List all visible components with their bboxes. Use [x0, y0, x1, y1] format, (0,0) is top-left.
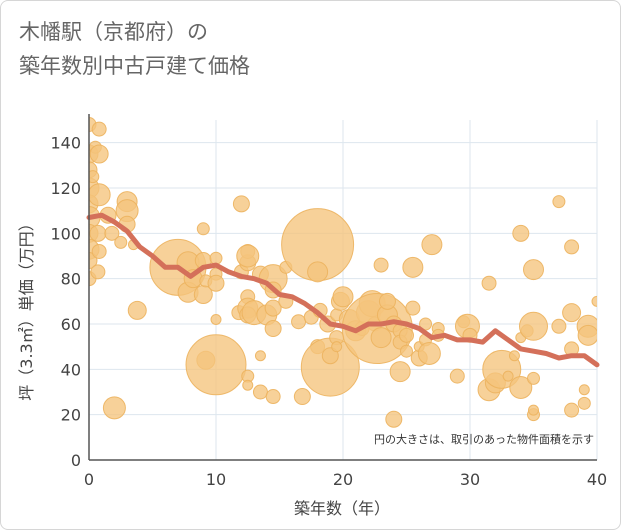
bubble-135 [577, 324, 597, 346]
bubble-54 [254, 350, 266, 362]
y-tick-label-2: 40 [61, 360, 81, 379]
bubble-46 [236, 244, 260, 268]
bubble-68 [307, 261, 329, 283]
bubble-10 [89, 170, 100, 184]
x-tick-label-0: 0 [84, 470, 94, 489]
bubble-119 [509, 375, 533, 399]
bubble-89 [378, 292, 396, 310]
bubble-64 [291, 314, 307, 330]
bubble-36 [185, 334, 247, 396]
bubble-55 [252, 384, 268, 400]
bubble-42 [232, 195, 250, 213]
bubble-60 [264, 320, 282, 338]
bubble-65 [293, 388, 311, 406]
bubble-127 [551, 318, 567, 334]
bubble-37 [209, 251, 223, 265]
bubble-97 [402, 256, 424, 278]
bubble-116 [508, 350, 520, 362]
y-tick-label-0: 0 [71, 451, 81, 470]
bubble-122 [519, 311, 548, 341]
bubble-size-note: 円の大きさは、取引のあった物件面積を示す [374, 432, 594, 446]
bubble-layer [89, 117, 597, 428]
bubble-107 [449, 368, 465, 384]
bubble-98 [405, 300, 421, 316]
bubble-26 [127, 300, 147, 320]
bubble-78 [332, 286, 354, 308]
bubble-76 [331, 341, 343, 353]
y-tick-label-7: 140 [50, 134, 81, 153]
bubble-86 [373, 257, 389, 273]
y-tick-label-1: 20 [61, 406, 81, 425]
title-line-2: 築年数別中古戸建て価格 [19, 54, 250, 78]
bubble-131 [564, 402, 580, 418]
x-axis-title: 築年数（年） [294, 499, 390, 518]
x-tick-label-1: 10 [206, 470, 226, 489]
y-tick-label-3: 60 [61, 315, 81, 334]
bubble-115 [502, 370, 514, 382]
bubble-17 [90, 264, 106, 280]
bubble-128 [564, 239, 580, 255]
bubble-13 [89, 144, 109, 164]
bubble-91 [385, 410, 403, 428]
bubble-129 [562, 303, 582, 323]
y-tick-label-6: 120 [50, 179, 81, 198]
bubble-123 [527, 371, 540, 385]
bubble-12 [91, 121, 107, 137]
bubble-133 [577, 396, 591, 410]
bubble-51 [242, 379, 254, 391]
y-axis-title: 坪（3.3㎡）単価（万円） [17, 215, 36, 400]
bubble-96 [400, 344, 413, 358]
bubble-31 [196, 222, 210, 236]
bubble-136 [591, 295, 597, 307]
bubble-126 [552, 195, 566, 209]
bubble-23 [114, 235, 128, 249]
axes [88, 114, 597, 461]
bubble-16 [91, 243, 107, 259]
bubble-88 [370, 327, 392, 349]
bubble-25 [102, 396, 126, 420]
title-line-1: 木幡駅（京都府）の [19, 20, 208, 44]
y-tick-label-5: 100 [50, 224, 81, 243]
trend-line [86, 212, 600, 368]
bubble-117 [512, 224, 530, 242]
bubble-59 [264, 299, 282, 317]
bubble-61 [265, 389, 281, 405]
bubble-94 [389, 361, 411, 383]
y-tick-label-4: 80 [61, 270, 81, 289]
x-tick-label-2: 20 [333, 470, 353, 489]
bubble-103 [417, 341, 441, 365]
bubble-73 [321, 347, 339, 365]
bubble-132 [578, 384, 590, 396]
bubble-39 [210, 313, 222, 325]
bubble-14 [89, 183, 111, 207]
bubble-121 [523, 259, 544, 281]
bubble-19 [104, 225, 120, 241]
bubble-111 [481, 275, 497, 291]
chart-title: 木幡駅（京都府）の 築年数別中古戸建て価格 [19, 15, 250, 83]
x-tick-label-3: 30 [460, 470, 480, 489]
bubble-95 [399, 327, 414, 343]
bubble-40 [207, 274, 225, 292]
bubble-125 [528, 404, 539, 416]
tick-labels: 0 10 20 30 40 0 20 40 60 80 100 120 140 [50, 134, 607, 489]
bubble-104 [421, 234, 443, 256]
bubble-15 [89, 224, 107, 242]
x-tick-label-4: 40 [587, 470, 607, 489]
